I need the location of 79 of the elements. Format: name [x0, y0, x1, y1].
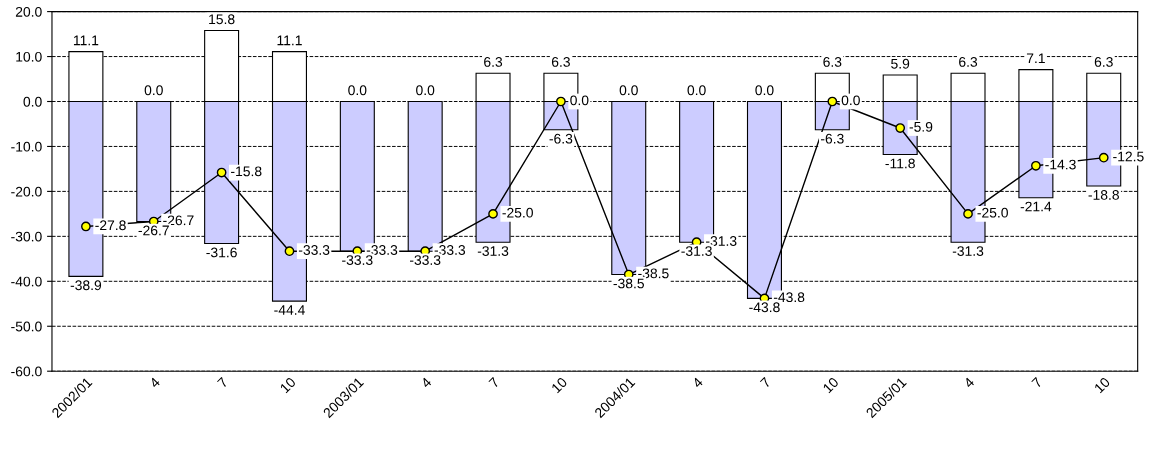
data-label: 0.0	[687, 85, 706, 96]
data-label: -26.7	[163, 215, 194, 226]
x-tick-label: 7	[1031, 376, 1043, 389]
data-label: 0.0	[144, 85, 163, 96]
x-tick-label: 7	[488, 376, 500, 389]
data-label: 0.0	[755, 85, 774, 96]
point	[895, 123, 906, 133]
x-tick-label: 4	[691, 376, 704, 389]
data-label: -33.3	[342, 255, 373, 265]
x-tick-label: 10	[279, 376, 297, 394]
data-label: 0.0	[619, 85, 638, 96]
data-label: 11.1	[277, 35, 302, 46]
data-label: -31.6	[206, 247, 237, 258]
data-label: -31.3	[681, 246, 712, 256]
data-label: -33.3	[366, 245, 398, 255]
data-label: 7.1	[1026, 53, 1045, 64]
data-label: -38.5	[613, 278, 644, 289]
data-label: -31.3	[952, 246, 984, 256]
point	[827, 96, 838, 107]
data-label: -5.9	[909, 121, 933, 132]
data-label: -38.5	[638, 268, 669, 279]
y-tick-label: 20.0	[15, 6, 42, 17]
x-tick-label: 10	[822, 376, 840, 394]
data-label: -21.4	[1020, 201, 1052, 212]
data-label: -25.0	[502, 207, 533, 218]
x-tick-label: 4	[963, 376, 975, 389]
data-label: 6.3	[484, 57, 503, 67]
data-label: 15.8	[209, 14, 235, 25]
data-label: -6.3	[820, 133, 844, 144]
x-tick-label: 10	[1093, 376, 1111, 394]
y-tick-label: -20.0	[11, 186, 42, 197]
data-label: -12.5	[1113, 151, 1144, 162]
y-tick-label: 10.0	[16, 51, 42, 62]
x-tick-label: 7	[217, 376, 229, 389]
data-label: -26.7	[138, 225, 169, 236]
x-tick-label: 10	[550, 376, 568, 394]
point	[284, 246, 295, 257]
data-label: -6.3	[549, 133, 573, 144]
x-tick-label: 4	[420, 376, 433, 389]
data-label: -14.3	[1045, 159, 1076, 170]
point	[963, 209, 973, 219]
y-tick-label: -50.0	[11, 321, 42, 332]
data-label: 6.3	[1094, 57, 1113, 67]
data-label: 0.0	[348, 85, 367, 96]
data-label: 6.3	[823, 57, 842, 67]
point	[216, 167, 227, 178]
data-label: 0.0	[416, 85, 435, 96]
data-label: -33.3	[409, 255, 441, 265]
data-label: 0.0	[570, 95, 589, 106]
data-label: -25.0	[977, 207, 1008, 218]
point	[488, 209, 498, 219]
data-label: -38.9	[70, 280, 102, 291]
y-tick-label: -10.0	[11, 141, 42, 152]
data-label: -43.8	[773, 292, 805, 303]
y-tick-label: -30.0	[11, 231, 42, 242]
point	[1031, 160, 1041, 171]
data-label: -33.3	[298, 245, 330, 255]
x-tick-label: 7	[759, 376, 772, 389]
data-label: -27.8	[95, 220, 126, 231]
y-tick-label: 0.0	[23, 96, 42, 107]
data-label: 6.3	[551, 57, 570, 67]
data-label: -31.3	[477, 246, 509, 256]
data-label: -31.3	[706, 236, 737, 246]
data-label: 11.1	[73, 35, 99, 46]
data-label: 5.9	[891, 58, 910, 69]
data-label: -11.8	[885, 158, 915, 169]
data-label: -15.8	[231, 166, 262, 177]
y-tick-label: -40.0	[11, 276, 42, 287]
data-label: 0.0	[841, 95, 860, 106]
data-label: -43.8	[749, 302, 780, 313]
data-label: -44.4	[274, 305, 305, 315]
x-tick-label: 4	[148, 376, 161, 389]
data-label: 6.3	[959, 57, 978, 67]
data-label: -33.3	[434, 245, 466, 255]
point	[81, 221, 91, 232]
y-tick-label: -60.0	[11, 366, 42, 377]
data-label: -18.8	[1088, 189, 1119, 200]
point	[1098, 152, 1109, 163]
point	[556, 96, 566, 107]
